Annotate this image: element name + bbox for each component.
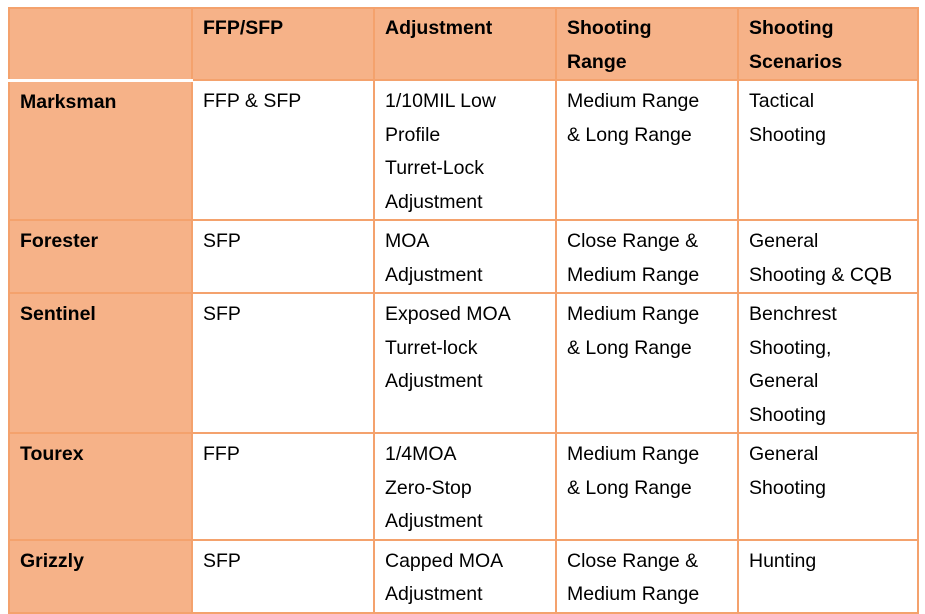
header-shooting-range: Shooting Range <box>555 7 739 81</box>
adjustment-cell: Capped MOA Adjustment <box>373 538 557 614</box>
ffp-sfp-cell: FFP & SFP <box>191 79 375 221</box>
shooting-range-cell: Medium Range & Long Range <box>555 292 739 434</box>
table-row: Marksman FFP & SFP 1/10MIL Low Profile T… <box>8 79 919 221</box>
row-header-cell: Forester <box>8 219 193 294</box>
ffp-sfp-cell: FFP <box>191 432 375 541</box>
shooting-scenarios-cell: Tactical Shooting <box>737 79 919 221</box>
adjustment-cell: Exposed MOA Turret-lock Adjustment <box>373 292 557 434</box>
shooting-range-cell: Medium Range & Long Range <box>555 432 739 541</box>
table-row: Grizzly SFP Capped MOA Adjustment Close … <box>8 538 919 614</box>
adjustment-cell: MOA Adjustment <box>373 219 557 294</box>
row-header-cell: Sentinel <box>8 292 193 434</box>
shooting-range-cell: Close Range & Medium Range <box>555 538 739 614</box>
row-header-cell: Tourex <box>8 432 193 541</box>
row-header-cell: Grizzly <box>8 538 193 614</box>
header-shooting-scenarios: Shooting Scenarios <box>737 7 919 81</box>
header-corner-cell <box>8 7 193 82</box>
shooting-scenarios-cell: Benchrest Shooting, General Shooting <box>737 292 919 434</box>
shooting-scenarios-cell: General Shooting <box>737 432 919 541</box>
header-adjustment: Adjustment <box>373 7 557 81</box>
adjustment-cell: 1/4MOA Zero-Stop Adjustment <box>373 432 557 541</box>
table-row: Forester SFP MOA Adjustment Close Range … <box>8 219 919 294</box>
ffp-sfp-cell: SFP <box>191 538 375 614</box>
row-header-cell: Marksman <box>8 79 193 221</box>
ffp-sfp-cell: SFP <box>191 219 375 294</box>
shooting-scenarios-cell: Hunting <box>737 538 919 614</box>
header-ffp-sfp: FFP/SFP <box>191 7 375 81</box>
table-row: Tourex FFP 1/4MOA Zero-Stop Adjustment M… <box>8 432 919 541</box>
table-row: Sentinel SFP Exposed MOA Turret-lock Adj… <box>8 292 919 434</box>
adjustment-cell: 1/10MIL Low Profile Turret-Lock Adjustme… <box>373 79 557 221</box>
ffp-sfp-cell: SFP <box>191 292 375 434</box>
shooting-range-cell: Medium Range & Long Range <box>555 79 739 221</box>
scope-comparison-table: FFP/SFP Adjustment Shooting Range Shooti… <box>8 7 919 614</box>
shooting-scenarios-cell: General Shooting & CQB <box>737 219 919 294</box>
shooting-range-cell: Close Range & Medium Range <box>555 219 739 294</box>
header-row: FFP/SFP Adjustment Shooting Range Shooti… <box>8 7 919 82</box>
